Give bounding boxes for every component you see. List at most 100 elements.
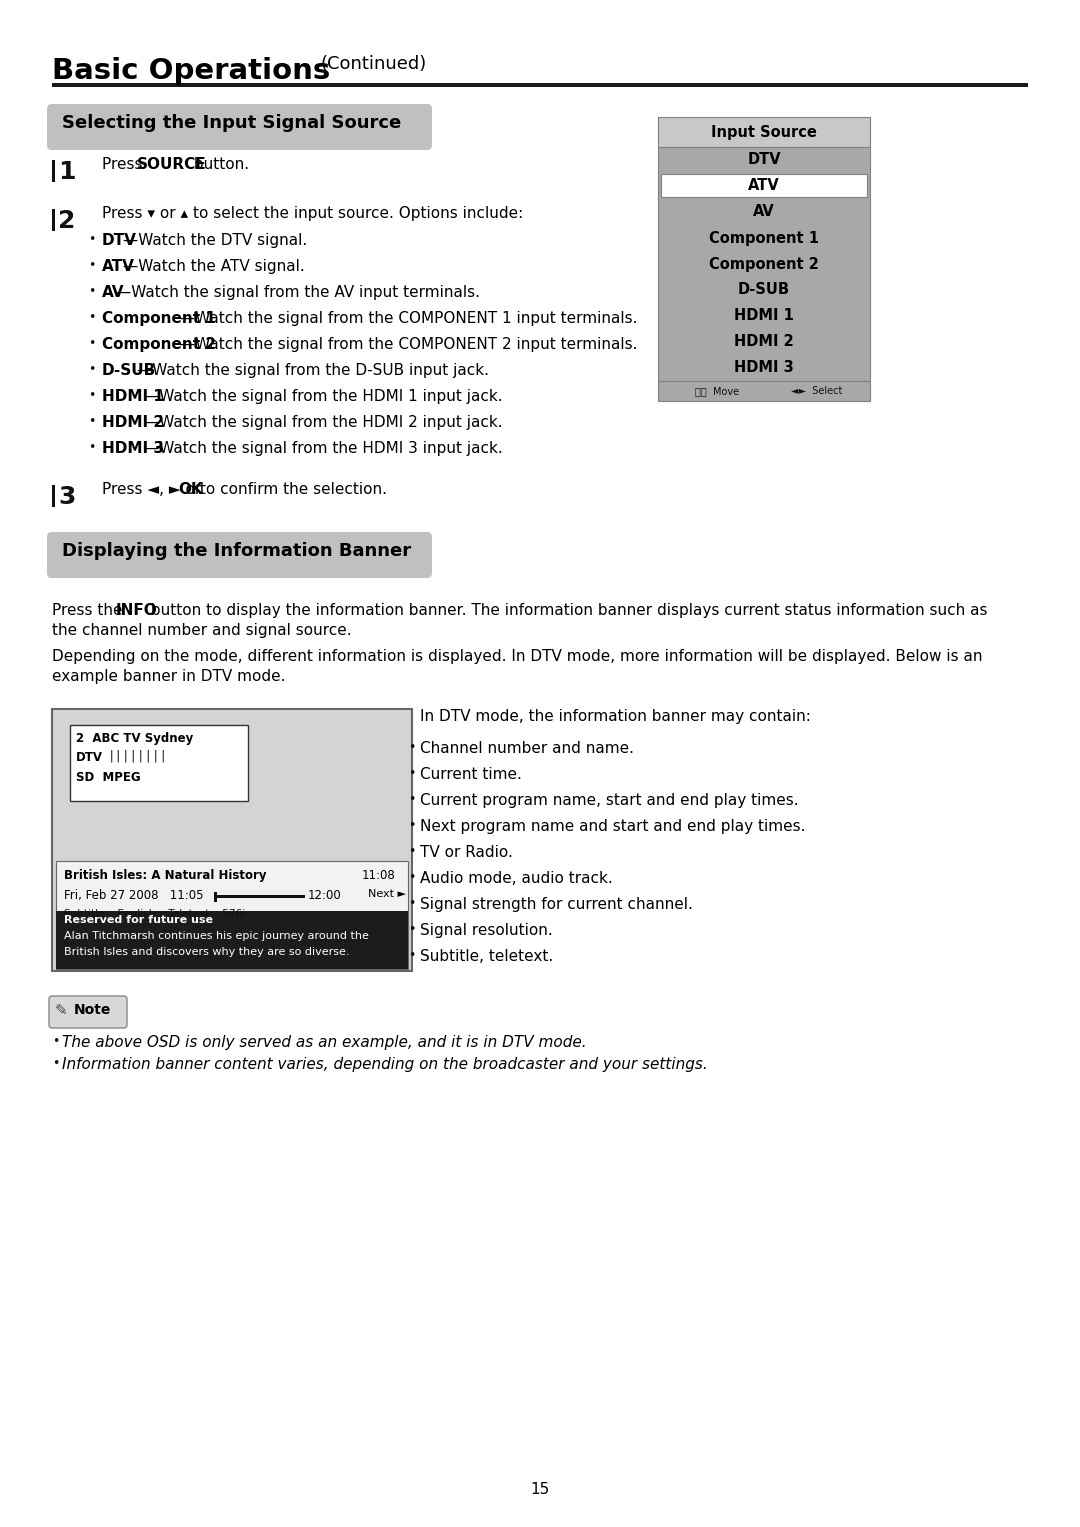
Text: ◄►  Select: ◄► Select: [792, 386, 842, 395]
Text: •: •: [87, 441, 95, 454]
Text: •: •: [52, 1035, 59, 1048]
Text: •: •: [52, 1057, 59, 1070]
Text: •: •: [408, 844, 416, 858]
Text: Component 1: Component 1: [102, 312, 216, 325]
Text: —Watch the signal from the HDMI 1 input jack.: —Watch the signal from the HDMI 1 input …: [145, 389, 503, 405]
Text: •: •: [87, 337, 95, 350]
Text: Press the: Press the: [52, 603, 127, 618]
Text: 15: 15: [530, 1481, 550, 1496]
Text: Component 2: Component 2: [102, 337, 216, 353]
Text: ||||||||: ||||||||: [108, 750, 168, 762]
Text: —Watch the ATV signal.: —Watch the ATV signal.: [123, 260, 305, 273]
Text: ⒶⒽ  Move: ⒶⒽ Move: [696, 386, 740, 395]
Bar: [52, 209, 55, 231]
Text: DTV: DTV: [102, 234, 137, 247]
Bar: [217, 895, 305, 898]
Text: to confirm the selection.: to confirm the selection.: [195, 483, 387, 496]
Bar: [214, 892, 217, 902]
Text: •: •: [408, 793, 416, 806]
Text: ATV: ATV: [102, 260, 135, 273]
Text: Subtitle    English    Teletext    576i: Subtitle English Teletext 576i: [64, 909, 245, 919]
Text: Signal resolution.: Signal resolution.: [420, 922, 553, 938]
Text: Component 2: Component 2: [710, 257, 819, 272]
Text: —Watch the signal from the AV input terminals.: —Watch the signal from the AV input term…: [117, 286, 481, 299]
Bar: [658, 118, 870, 147]
Bar: [52, 160, 55, 182]
Text: British Isles and discovers why they are so diverse.: British Isles and discovers why they are…: [64, 947, 350, 957]
Text: ATV: ATV: [748, 179, 780, 194]
Text: —Watch the signal from the HDMI 3 input jack.: —Watch the signal from the HDMI 3 input …: [145, 441, 503, 457]
Text: the channel number and signal source.: the channel number and signal source.: [52, 623, 352, 638]
Text: Reserved for future use: Reserved for future use: [64, 915, 213, 925]
Text: Next ►: Next ►: [368, 889, 406, 899]
FancyBboxPatch shape: [48, 531, 432, 579]
Text: D-SUB: D-SUB: [738, 282, 789, 298]
Text: —Watch the signal from the COMPONENT 2 input terminals.: —Watch the signal from the COMPONENT 2 i…: [179, 337, 637, 353]
Text: HDMI 2: HDMI 2: [102, 415, 164, 431]
Text: Audio mode, audio track.: Audio mode, audio track.: [420, 870, 612, 886]
Text: •: •: [408, 741, 416, 754]
Bar: [56, 912, 408, 970]
FancyBboxPatch shape: [49, 996, 127, 1028]
Text: •: •: [87, 363, 95, 376]
Text: •: •: [408, 948, 416, 962]
Text: Press: Press: [102, 157, 147, 173]
Text: 12:00: 12:00: [308, 889, 341, 902]
Text: Displaying the Information Banner: Displaying the Information Banner: [62, 542, 411, 560]
Text: The above OSD is only served as an example, and it is in DTV mode.: The above OSD is only served as an examp…: [62, 1035, 586, 1051]
Text: •: •: [408, 896, 416, 910]
Text: HDMI 1: HDMI 1: [102, 389, 164, 405]
Bar: [52, 82, 1028, 87]
Bar: [56, 861, 408, 970]
Text: Note: Note: [75, 1003, 111, 1017]
Text: Signal strength for current channel.: Signal strength for current channel.: [420, 896, 693, 912]
Text: OK: OK: [178, 483, 203, 496]
Text: Subtitle, teletext.: Subtitle, teletext.: [420, 948, 553, 964]
Text: AV: AV: [102, 286, 124, 299]
Bar: [52, 709, 411, 971]
Text: Press ▾ or ▴ to select the input source. Options include:: Press ▾ or ▴ to select the input source.…: [102, 206, 523, 221]
Text: Depending on the mode, different information is displayed. In DTV mode, more inf: Depending on the mode, different informa…: [52, 649, 983, 664]
Text: 2: 2: [58, 209, 76, 234]
Text: HDMI 3: HDMI 3: [102, 441, 164, 457]
Bar: [658, 382, 870, 402]
Text: 1: 1: [58, 160, 76, 183]
Text: HDMI 1: HDMI 1: [734, 308, 794, 324]
FancyBboxPatch shape: [48, 104, 432, 150]
Text: HDMI 3: HDMI 3: [734, 360, 794, 376]
Text: Current program name, start and end play times.: Current program name, start and end play…: [420, 793, 798, 808]
Text: •: •: [408, 922, 416, 936]
Bar: [658, 147, 870, 382]
Text: Component 1: Component 1: [708, 231, 819, 246]
Text: In DTV mode, the information banner may contain:: In DTV mode, the information banner may …: [420, 709, 811, 724]
Text: AV: AV: [753, 205, 774, 220]
Text: Selecting the Input Signal Source: Selecting the Input Signal Source: [62, 115, 402, 131]
Bar: [661, 174, 867, 197]
Text: •: •: [87, 234, 95, 246]
Text: Next program name and start and end play times.: Next program name and start and end play…: [420, 818, 806, 834]
Text: Information banner content varies, depending on the broadcaster and your setting: Information banner content varies, depen…: [62, 1057, 707, 1072]
Text: ✎: ✎: [55, 1003, 68, 1019]
Text: —Watch the signal from the D-SUB input jack.: —Watch the signal from the D-SUB input j…: [137, 363, 489, 379]
Text: (Continued): (Continued): [320, 55, 427, 73]
Text: DTV: DTV: [747, 153, 781, 168]
Text: •: •: [408, 870, 416, 884]
Text: SOURCE: SOURCE: [137, 157, 206, 173]
Text: Current time.: Current time.: [420, 767, 522, 782]
Text: •: •: [87, 286, 95, 298]
Text: HDMI 2: HDMI 2: [734, 334, 794, 350]
Text: Press ◄, ► or: Press ◄, ► or: [102, 483, 206, 496]
Text: example banner in DTV mode.: example banner in DTV mode.: [52, 669, 285, 684]
Text: Fri, Feb 27 2008   11:05: Fri, Feb 27 2008 11:05: [64, 889, 203, 902]
Text: INFO: INFO: [116, 603, 158, 618]
Text: British Isles: A Natural History: British Isles: A Natural History: [64, 869, 267, 883]
Text: button.: button.: [189, 157, 249, 173]
Text: SD  MPEG: SD MPEG: [76, 771, 140, 783]
Text: •: •: [87, 415, 95, 428]
Text: 11:08: 11:08: [362, 869, 395, 883]
Text: —Watch the signal from the COMPONENT 1 input terminals.: —Watch the signal from the COMPONENT 1 i…: [179, 312, 637, 325]
Text: •: •: [87, 389, 95, 402]
Text: •: •: [87, 312, 95, 324]
Text: Input Source: Input Source: [711, 125, 816, 139]
Text: button to display the information banner. The information banner displays curren: button to display the information banner…: [146, 603, 987, 618]
